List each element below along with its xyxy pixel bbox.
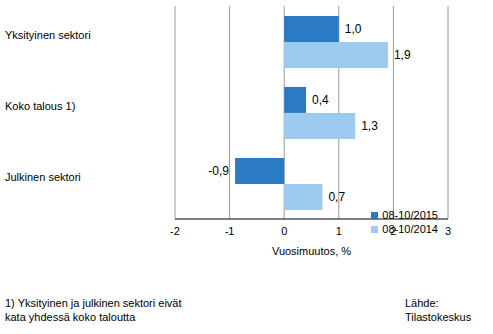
svg-text:Julkinen sektori: Julkinen sektori: [8, 171, 81, 183]
svg-text:1,0: 1,0: [345, 22, 362, 36]
svg-text:-2: -2: [170, 225, 180, 237]
svg-text:-0,9: -0,9: [208, 164, 229, 178]
svg-text:Yksityinen sektori: Yksityinen sektori: [8, 29, 91, 41]
svg-text:0,7: 0,7: [328, 190, 345, 204]
svg-text:Koko talous 1): Koko talous 1): [8, 100, 75, 112]
svg-text:-1: -1: [225, 225, 235, 237]
svg-text:1,3: 1,3: [361, 119, 378, 133]
svg-text:3: 3: [445, 225, 451, 237]
svg-text:0: 0: [281, 225, 287, 237]
svg-text:1,9: 1,9: [394, 48, 411, 62]
svg-text:Vuosimuutos, %: Vuosimuutos, %: [272, 245, 351, 257]
svg-text:0,4: 0,4: [312, 93, 329, 107]
svg-text:1: 1: [336, 225, 342, 237]
svg-text:2: 2: [390, 225, 396, 237]
